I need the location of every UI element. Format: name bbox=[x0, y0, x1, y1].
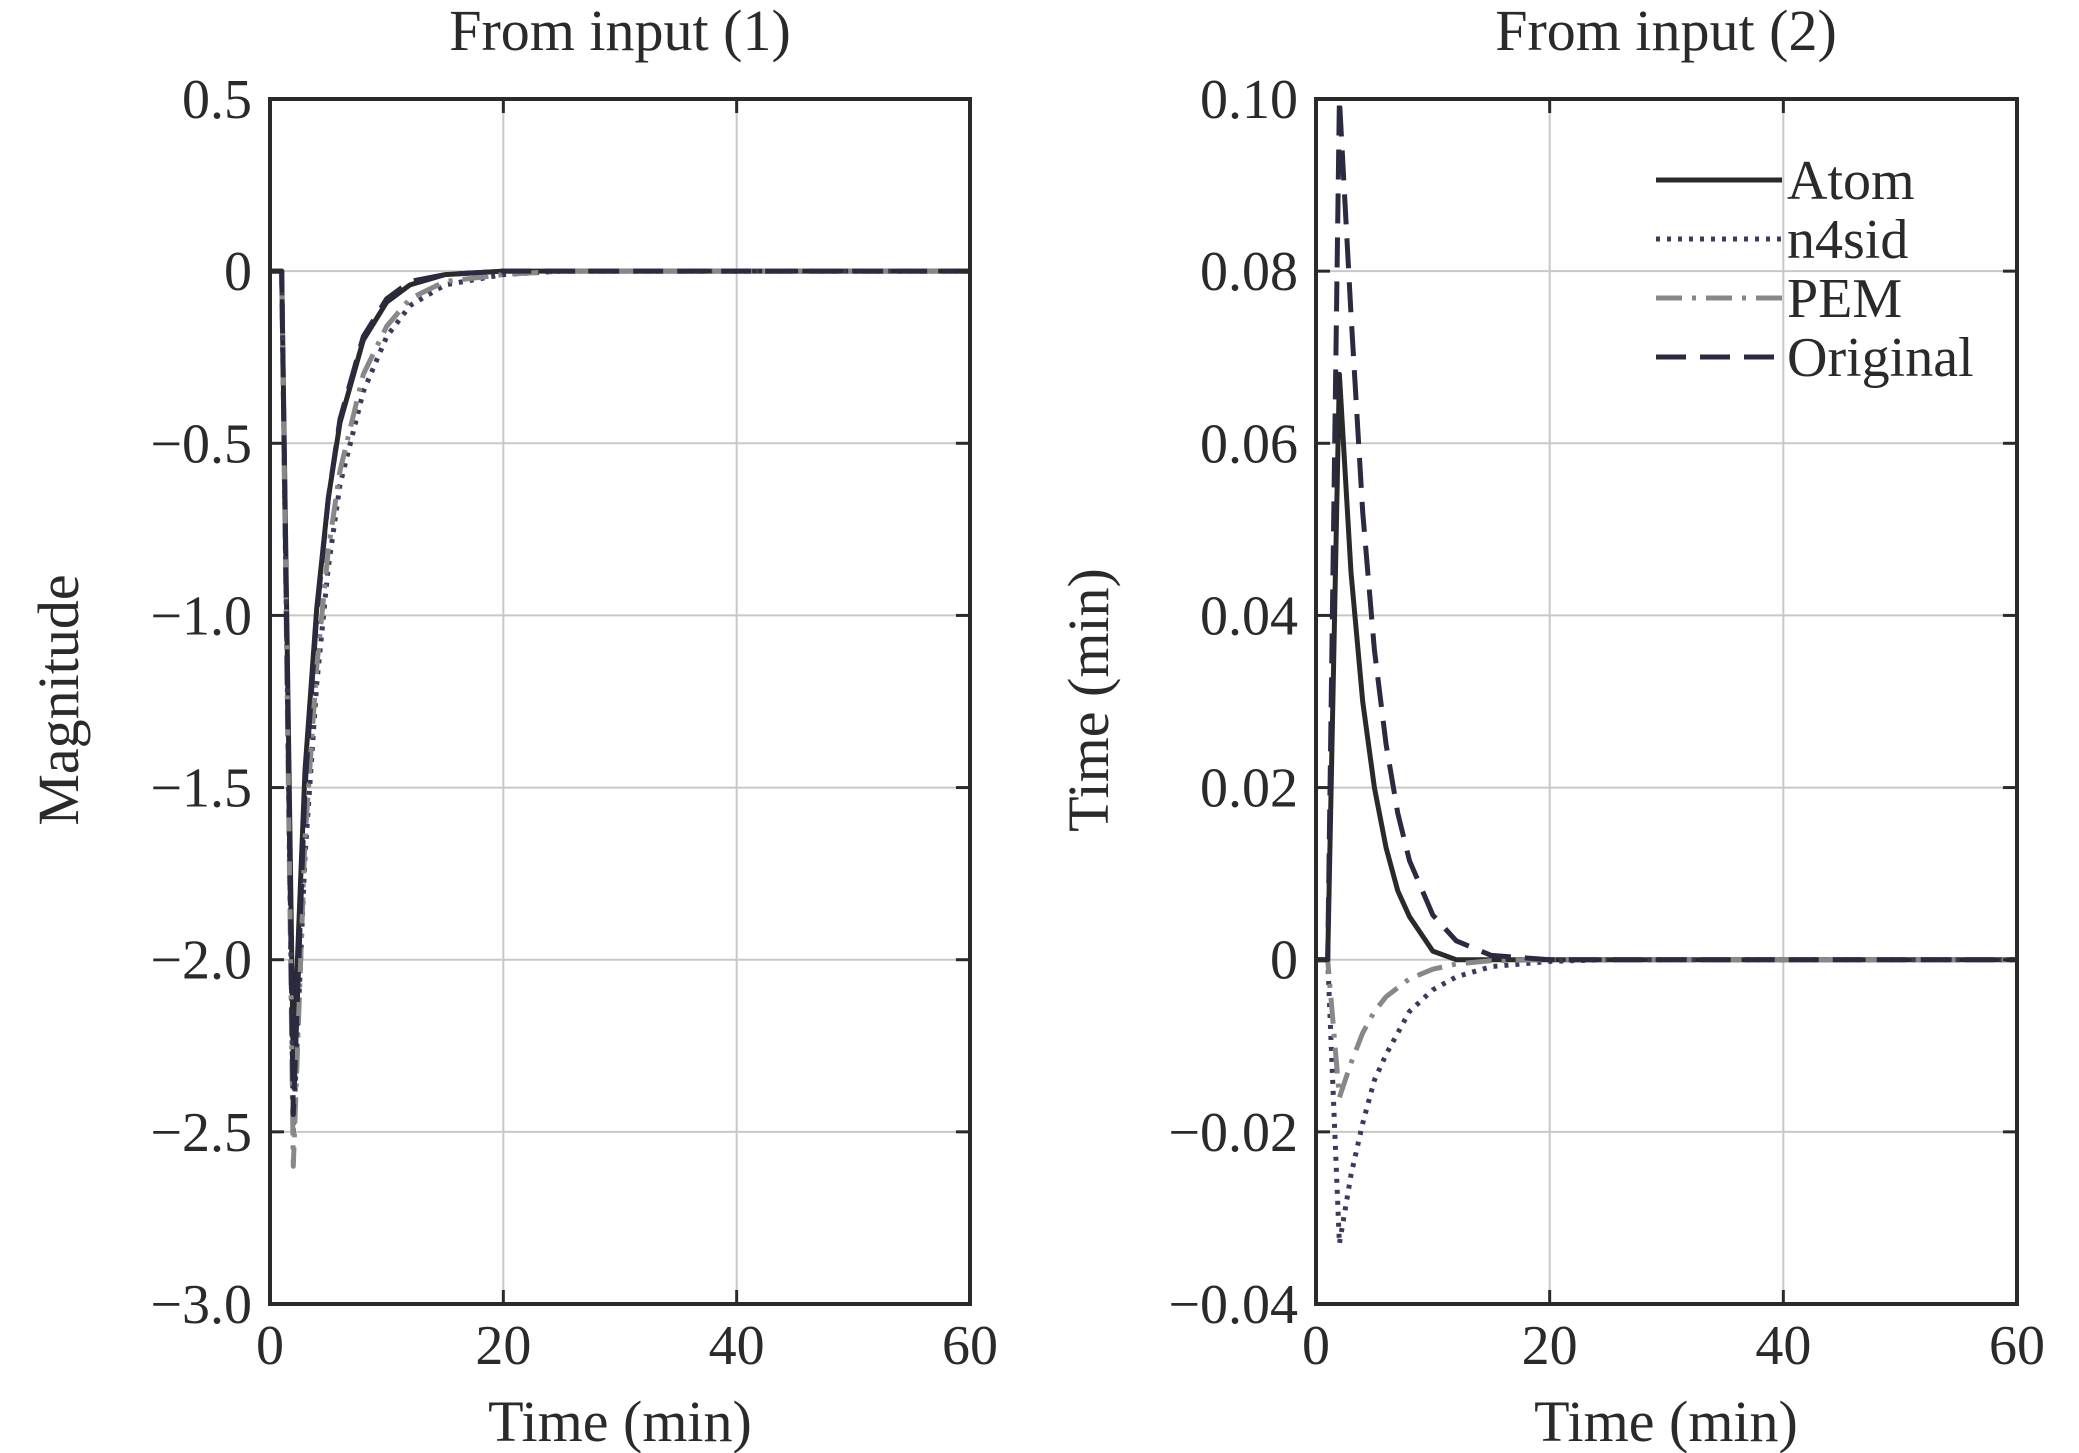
x-tick-label: 40 bbox=[1755, 1315, 1811, 1377]
x-tick-label: 0 bbox=[256, 1315, 284, 1377]
legend-label-n4sid: n4sid bbox=[1787, 209, 1908, 271]
y-tick-label: −0.02 bbox=[1168, 1102, 1298, 1164]
y-axis-label: Magnitude bbox=[26, 574, 91, 825]
x-tick-label: 60 bbox=[942, 1315, 998, 1377]
series-line-pem bbox=[270, 268, 970, 1169]
y-tick-label: 0.08 bbox=[1200, 241, 1298, 303]
series-line-atom bbox=[1316, 371, 2017, 963]
y-axis-label: Time (min) bbox=[1056, 568, 1121, 832]
x-tick-label: 20 bbox=[1522, 1315, 1578, 1377]
y-tick-label: −1.5 bbox=[150, 758, 252, 820]
y-tick-label: 0.10 bbox=[1200, 69, 1298, 131]
x-tick-label: 60 bbox=[1989, 1315, 2045, 1377]
y-tick-label: 0 bbox=[1270, 930, 1298, 992]
plot-frame bbox=[268, 97, 972, 1306]
y-tick-label: −2.0 bbox=[150, 930, 252, 992]
series-line-original bbox=[1316, 99, 2017, 963]
plot-frame bbox=[1314, 97, 2019, 1306]
y-tick-label: −3.0 bbox=[150, 1274, 252, 1336]
x-axis-label: Time (min) bbox=[488, 1389, 752, 1453]
y-tick-label: −1.0 bbox=[150, 585, 252, 647]
series-line-n4sid bbox=[1316, 957, 2017, 1247]
series-line-n4sid bbox=[270, 268, 970, 1135]
series-line-atom bbox=[270, 268, 970, 1066]
chart-title: From input (2) bbox=[1495, 0, 1837, 63]
x-axis-label: Time (min) bbox=[1534, 1389, 1798, 1453]
legend-label-pem: PEM bbox=[1787, 268, 1902, 330]
y-tick-label: 0.02 bbox=[1200, 758, 1298, 820]
series-line-original bbox=[270, 268, 970, 1118]
series-group bbox=[1316, 99, 2017, 1247]
legend-label-atom: Atom bbox=[1787, 150, 1915, 212]
panel-from-input-2: From input (2) Time (min) Time (min) 0 20… bbox=[1056, 0, 2045, 1453]
x-tick-label: 20 bbox=[475, 1315, 531, 1377]
grid bbox=[269, 98, 971, 1305]
series-line-pem bbox=[1316, 957, 2017, 1100]
series-group bbox=[270, 268, 970, 1169]
chart-title: From input (1) bbox=[449, 0, 791, 63]
y-tick-label: 0.06 bbox=[1200, 413, 1298, 475]
grid bbox=[1315, 98, 2018, 1305]
panel-from-input-1: From input (1) Time (min) Magnitude 0 20 4… bbox=[26, 0, 998, 1453]
y-tick-label: −0.04 bbox=[1168, 1274, 1298, 1336]
y-tick-label: 0 bbox=[224, 241, 252, 303]
y-tick-label: −2.5 bbox=[150, 1102, 252, 1164]
y-tick-label: 0.5 bbox=[182, 69, 252, 131]
y-tick-label: −0.5 bbox=[150, 413, 252, 475]
x-tick-label: 0 bbox=[1302, 1315, 1330, 1377]
legend-label-original: Original bbox=[1787, 327, 1974, 389]
x-tick-label: 40 bbox=[709, 1315, 765, 1377]
y-tick-label: 0.04 bbox=[1200, 585, 1298, 647]
